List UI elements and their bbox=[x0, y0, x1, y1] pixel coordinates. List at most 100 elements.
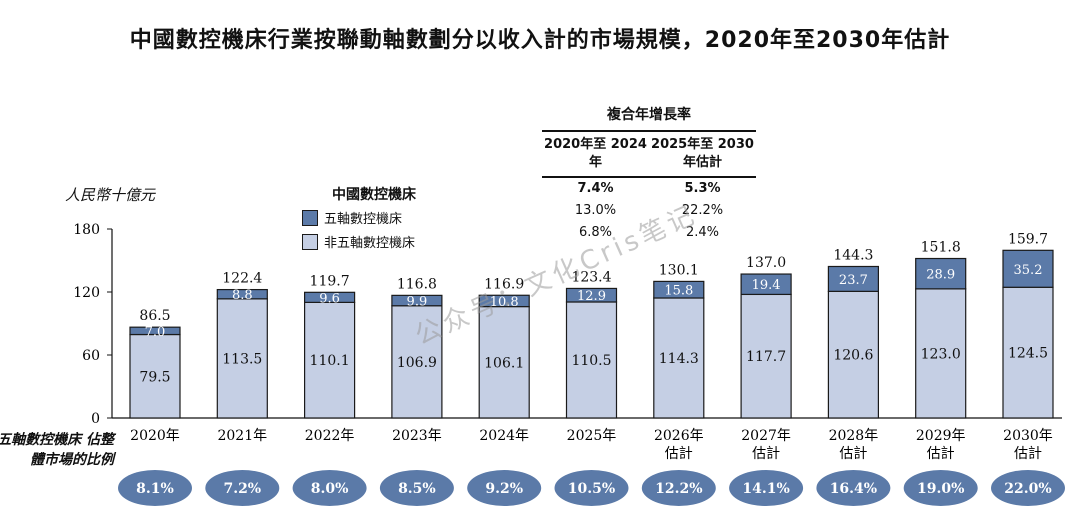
cagr-five-axis: 22.2% bbox=[681, 203, 724, 218]
chart-title: 中國數控機床行業按聯動軸數劃分以收入計的市場規模，2020年至2030年估計 bbox=[129, 28, 951, 53]
bar-five-axis bbox=[827, 265, 880, 292]
cagr-non-five-axis: 2.4% bbox=[685, 225, 720, 240]
cagr-period: 2020年至 2024年 bbox=[542, 132, 649, 178]
bar-five-axis bbox=[565, 287, 618, 303]
share-pill bbox=[991, 470, 1065, 506]
cagr-total: 5.3% bbox=[684, 181, 721, 196]
x-tick-label: 估計 bbox=[665, 446, 693, 462]
bar-five-axis bbox=[391, 294, 443, 307]
share-value: 7.2% bbox=[223, 481, 261, 497]
x-tick-label: 估計 bbox=[839, 446, 867, 462]
data-label-total: 130.1 bbox=[659, 262, 699, 278]
share-pill bbox=[816, 470, 891, 506]
bar-non-five-axis bbox=[827, 290, 880, 419]
bar-non-five-axis bbox=[915, 288, 967, 419]
cagr-column-2020-2024: 2020年至 2024年 7.4% 13.0% 6.8% bbox=[542, 132, 649, 244]
bar-five-axis bbox=[478, 294, 530, 308]
cagr-table: 複合年增長率 2020年至 2024年 7.4% 13.0% 6.8% 2025… bbox=[542, 104, 756, 244]
data-label-total: 159.7 bbox=[1008, 231, 1048, 247]
data-label-non-five-axis: 106.1 bbox=[484, 355, 524, 371]
share-pill bbox=[554, 470, 629, 506]
share-pill bbox=[205, 470, 280, 506]
share-value: 14.1% bbox=[742, 481, 789, 497]
data-label-five-axis: 23.7 bbox=[839, 273, 868, 288]
bar-non-five-axis bbox=[1002, 286, 1054, 419]
bar-non-five-axis bbox=[216, 298, 268, 419]
data-label-five-axis: 12.9 bbox=[577, 289, 606, 304]
data-label-five-axis: 10.8 bbox=[490, 295, 519, 310]
data-label-non-five-axis: 117.7 bbox=[746, 349, 786, 365]
share-value: 12.2% bbox=[655, 481, 702, 497]
data-label-non-five-axis: 114.3 bbox=[659, 351, 699, 367]
data-label-total: 119.7 bbox=[310, 273, 350, 289]
data-label-total: 122.4 bbox=[222, 271, 262, 287]
legend-swatch-non-five-axis bbox=[302, 234, 318, 250]
data-label-non-five-axis: 123.0 bbox=[921, 346, 961, 362]
legend-item-five-axis: 五軸數控機床 bbox=[302, 208, 402, 227]
data-label-five-axis: 28.9 bbox=[926, 268, 955, 283]
bar-five-axis bbox=[216, 288, 268, 300]
x-tick-label: 2029年 bbox=[916, 428, 966, 444]
cagr-column-2025-2030: 2025年至 2030年估計 5.3% 22.2% 2.4% bbox=[649, 132, 756, 244]
data-label-total: 137.0 bbox=[746, 255, 786, 271]
data-label-total: 116.8 bbox=[397, 276, 437, 292]
bar-five-axis bbox=[740, 273, 792, 296]
x-tick-label: 2027年 bbox=[741, 428, 791, 444]
share-value: 8.0% bbox=[311, 481, 349, 497]
legend-title: 中國數控機床 bbox=[332, 187, 416, 203]
share-value: 9.2% bbox=[485, 481, 523, 497]
bar-non-five-axis bbox=[304, 301, 356, 419]
share-value: 16.4% bbox=[830, 481, 877, 497]
x-tick-label: 估計 bbox=[927, 446, 955, 462]
x-tick-label: 2024年 bbox=[479, 428, 529, 444]
share-pill bbox=[379, 470, 454, 506]
data-label-total: 116.9 bbox=[484, 276, 524, 292]
bar-five-axis bbox=[1002, 249, 1054, 288]
data-label-non-five-axis: 106.9 bbox=[397, 355, 437, 371]
data-label-total: 123.4 bbox=[571, 269, 611, 285]
data-label-five-axis: 9.6 bbox=[319, 291, 340, 306]
data-label-non-five-axis: 120.6 bbox=[833, 348, 873, 364]
cagr-period: 2025年至 2030年估計 bbox=[649, 132, 756, 178]
share-pill bbox=[467, 470, 542, 506]
x-tick-label: 2020年 bbox=[130, 428, 180, 444]
x-tick-label: 2022年 bbox=[305, 428, 355, 444]
data-label-five-axis: 8.8 bbox=[232, 288, 253, 303]
y-tick-label: 0 bbox=[91, 411, 100, 427]
data-label-non-five-axis: 79.5 bbox=[139, 369, 170, 385]
data-label-five-axis: 9.9 bbox=[407, 295, 428, 310]
share-value: 8.5% bbox=[398, 481, 436, 497]
cagr-total: 7.4% bbox=[577, 181, 614, 196]
data-label-total: 144.3 bbox=[833, 247, 873, 263]
legend-label-non-five-axis: 非五軸數控機床 bbox=[324, 236, 416, 251]
share-value: 10.5% bbox=[568, 481, 615, 497]
x-tick-label: 2023年 bbox=[392, 428, 442, 444]
cagr-header: 複合年增長率 bbox=[542, 104, 756, 132]
y-tick-label: 60 bbox=[82, 348, 100, 364]
data-label-five-axis: 7.0 bbox=[145, 325, 166, 340]
data-label-total: 86.5 bbox=[139, 308, 170, 324]
data-label-non-five-axis: 113.5 bbox=[222, 351, 262, 367]
x-tick-label: 2030年 bbox=[1003, 428, 1053, 444]
data-label-five-axis: 15.8 bbox=[664, 284, 693, 299]
y-axis-unit: 人民幣十億元 bbox=[65, 186, 156, 204]
legend-label-five-axis: 五軸數控機床 bbox=[324, 212, 403, 227]
bar-five-axis bbox=[129, 326, 181, 336]
legend-item-non-five-axis: 非五軸數控機床 bbox=[302, 232, 415, 251]
data-label-five-axis: 35.2 bbox=[1014, 263, 1043, 278]
x-tick-label: 2026年 bbox=[654, 428, 704, 444]
share-pill bbox=[903, 470, 978, 506]
share-pill bbox=[292, 470, 367, 506]
y-tick-label: 120 bbox=[73, 285, 100, 301]
share-pill bbox=[641, 470, 716, 506]
x-tick-label: 2025年 bbox=[567, 428, 617, 444]
bar-five-axis bbox=[915, 257, 967, 290]
bar-non-five-axis bbox=[565, 301, 618, 419]
five-axis-share-label: 五軸數控機床 佔整體市場的比例 bbox=[0, 432, 114, 468]
share-pill bbox=[118, 470, 192, 506]
data-label-total: 151.8 bbox=[921, 240, 961, 256]
data-label-non-five-axis: 110.5 bbox=[571, 353, 611, 369]
y-tick-label: 180 bbox=[73, 222, 100, 238]
data-label-five-axis: 19.4 bbox=[752, 278, 781, 293]
